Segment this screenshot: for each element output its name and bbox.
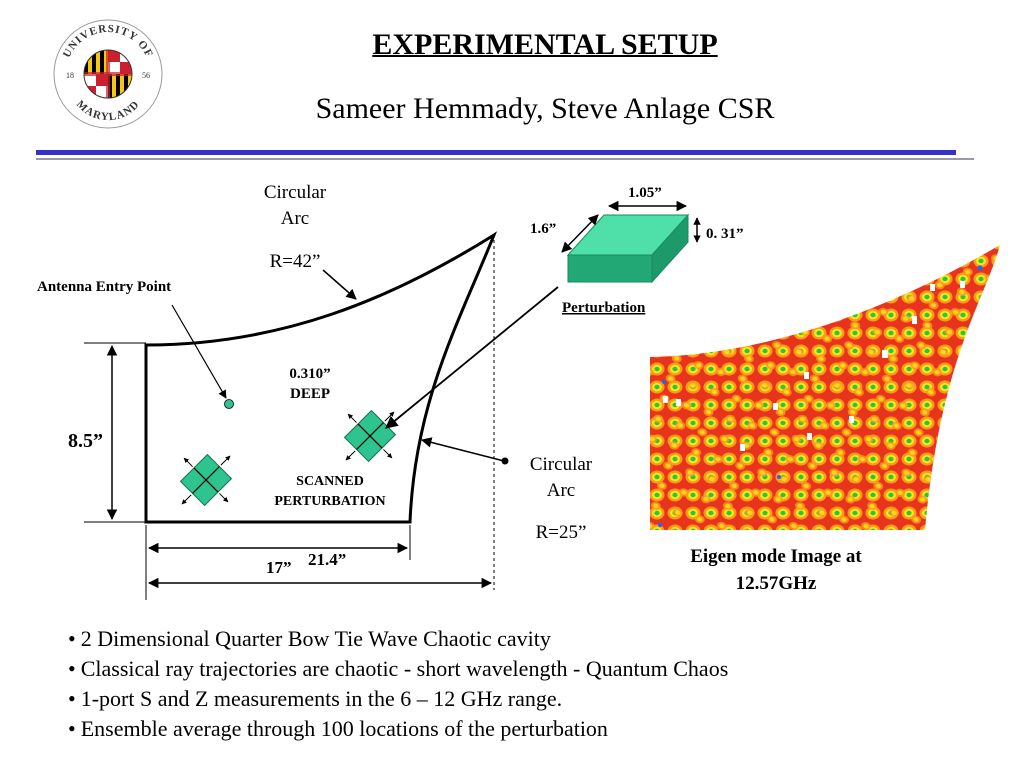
antenna-point-icon <box>224 399 234 409</box>
logo-year-left: 18 <box>66 71 74 80</box>
arc-right-label-line1: Circular <box>530 454 593 475</box>
arc-right-label-line2: Arc <box>547 480 575 501</box>
dim-width-label: 1.05” <box>628 185 662 201</box>
cavity-outline <box>144 231 498 524</box>
scanned-perturbation-1-icon <box>343 409 397 463</box>
dim-depth-label: 1.6” <box>530 221 556 237</box>
slide-subtitle: Sameer Hemmady, Steve Anlage CSR <box>315 92 775 125</box>
eigenmode-caption: Eigen mode Image at 12.57GHz <box>645 543 907 597</box>
scanned-line1: SCANNED <box>296 474 364 489</box>
depth-line2: DEEP <box>290 386 330 402</box>
perturbation-label: Perturbation <box>562 300 646 316</box>
eigenmode-caption-line1: Eigen mode Image at <box>690 546 862 567</box>
scanned-perturbation-2-icon <box>179 453 233 507</box>
maryland-flag-icon <box>84 50 132 98</box>
bullet-item: 2 Dimensional Quarter Bow Tie Wave Chaot… <box>68 624 728 654</box>
dim-height-label: 0. 31” <box>706 226 744 242</box>
eigenmode-image <box>650 245 1000 530</box>
slide-title: EXPERIMENTAL SETUP <box>372 28 718 61</box>
logo-year-right: 56 <box>142 71 150 80</box>
arc-top-radius: R=42” <box>270 251 321 272</box>
arc-top-label-line2: Arc <box>281 208 309 229</box>
arc-right-radius: R=25” <box>536 522 587 543</box>
scanned-line2: PERTURBATION <box>274 494 385 509</box>
depth-line1: 0.310” <box>289 366 330 382</box>
bullet-list: 2 Dimensional Quarter Bow Tie Wave Chaot… <box>68 624 729 744</box>
arc-top-label-line1: Circular <box>264 182 327 203</box>
width-inner-label: 17” <box>266 558 292 577</box>
eigenmode-caption-line2: 12.57GHz <box>735 573 817 594</box>
width-outer-label: 21.4” <box>308 550 346 569</box>
bullet-item: 1-port S and Z measurements in the 6 – 1… <box>68 684 728 714</box>
bullet-item: Ensemble average through 100 locations o… <box>68 714 728 744</box>
university-of-maryland-logo: UNIVERSITY OF MARYLAND 18 56 <box>53 19 163 129</box>
antenna-label: Antenna Entry Point <box>37 279 171 295</box>
height-label: 8.5” <box>68 430 103 452</box>
perturbation-block-icon <box>566 213 690 284</box>
bullet-item: Classical ray trajectories are chaotic -… <box>68 654 729 684</box>
